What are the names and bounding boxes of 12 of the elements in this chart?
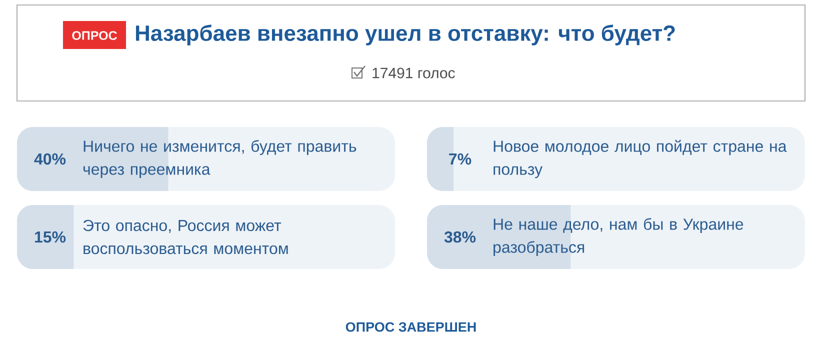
- data-label: 38%: [444, 231, 476, 243]
- chart-title: Назарбаев внезапно ушел в отставку: что будет?: [136, 24, 675, 46]
- text: ОПРОС: [72, 31, 117, 40]
- category-label: Новое молодое лицо пойдет стране на пользу: [494, 140, 787, 178]
- text: ОПРОС ЗАВЕРШЕН: [346, 322, 476, 332]
- category-label: Не наше дело, нам бы в Украине разобраться: [494, 218, 744, 256]
- category-label: Ничего не изменится, будет править через преемника: [83, 140, 356, 178]
- data-label: 7%: [449, 153, 472, 165]
- chart-subtitle: 17491 голос: [372, 68, 455, 78]
- category-label: Это опасно, Россия может воспользоваться моментом: [83, 220, 288, 254]
- data-label: 15%: [35, 231, 66, 243]
- data-label: 40%: [34, 153, 66, 165]
